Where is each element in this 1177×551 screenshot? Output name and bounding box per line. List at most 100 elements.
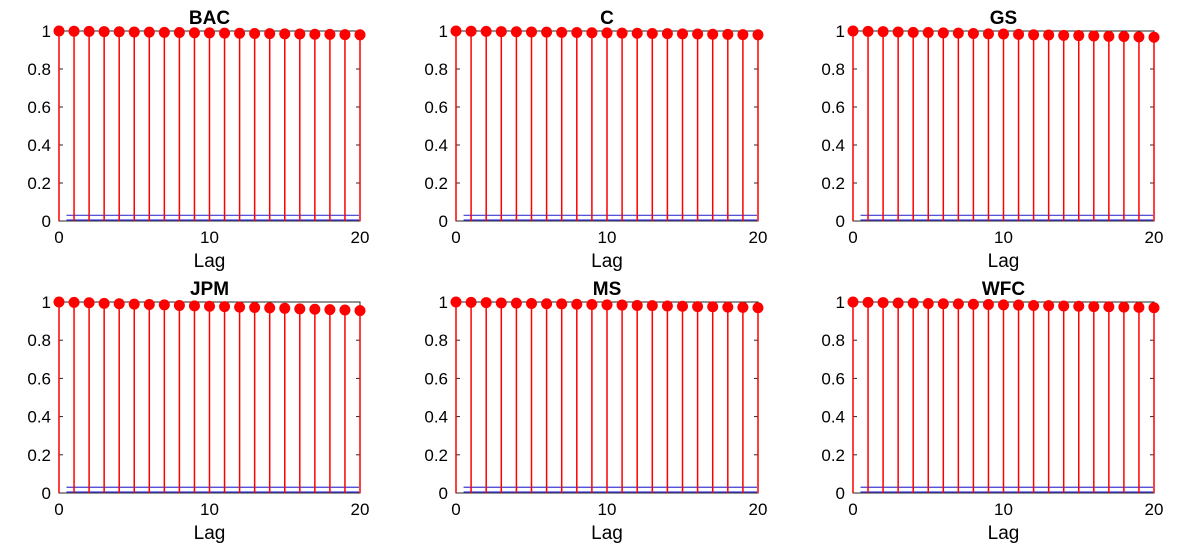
y-tick-label: 1 (836, 22, 845, 41)
acf-marker (616, 299, 628, 311)
acf-marker (294, 28, 306, 40)
acf-marker (339, 304, 351, 316)
y-tick-label: 0 (836, 484, 845, 503)
acf-marker (631, 299, 643, 311)
acf-marker (737, 29, 749, 41)
acf-marker (173, 299, 185, 311)
acf-marker (68, 296, 80, 308)
acf-marker (877, 26, 889, 38)
acf-marker (892, 297, 904, 309)
y-tick-label: 0.4 (27, 408, 51, 427)
acf-marker (354, 29, 366, 41)
x-axis-label: Lag (988, 523, 1020, 544)
acf-marker (128, 298, 140, 310)
x-tick-label: 0 (54, 228, 63, 247)
y-tick-label: 0 (439, 212, 448, 231)
acf-marker (1148, 302, 1160, 314)
acf-marker (98, 26, 110, 38)
y-tick-label: 1 (439, 293, 448, 312)
y-tick-label: 0.8 (424, 331, 448, 350)
acf-marker (922, 27, 934, 39)
y-tick-label: 0.2 (821, 174, 845, 193)
acf-marker (249, 27, 261, 39)
acf-marker (541, 298, 553, 310)
x-tick-label: 20 (1145, 500, 1164, 519)
acf-marker (752, 29, 764, 41)
subplot-title: C (600, 8, 614, 29)
acf-marker (450, 25, 462, 37)
y-tick-label: 0.4 (424, 408, 448, 427)
acf-marker (98, 297, 110, 309)
acf-marker (480, 297, 492, 309)
acf-marker (450, 296, 462, 308)
y-tick-label: 0.4 (424, 136, 448, 155)
y-tick-label: 0 (836, 212, 845, 231)
acf-marker (113, 26, 125, 38)
acf-marker (249, 302, 261, 314)
x-tick-label: 20 (1145, 228, 1164, 247)
acf-marker (722, 301, 734, 313)
acf-marker (677, 300, 688, 312)
subplot-title: BAC (189, 8, 230, 29)
acf-marker (510, 26, 522, 38)
acf-marker (1118, 31, 1130, 43)
y-tick-label: 0.2 (424, 174, 448, 193)
acf-marker (1148, 31, 1160, 43)
acf-marker (1058, 29, 1070, 41)
acf-marker (847, 296, 859, 308)
acf-marker (862, 25, 874, 37)
acf-marker (646, 27, 658, 39)
y-tick-label: 1 (42, 22, 51, 41)
acf-marker (309, 303, 321, 315)
acf-marker (877, 297, 889, 309)
acf-marker (510, 297, 522, 309)
x-axis-label: Lag (194, 523, 226, 544)
acf-marker (354, 305, 366, 317)
acf-marker (631, 27, 643, 39)
x-tick-label: 10 (200, 228, 219, 247)
acf-marker (1028, 299, 1040, 311)
acf-marker (1058, 300, 1070, 312)
subplot-title: WFC (982, 279, 1026, 300)
acf-marker (847, 25, 859, 37)
acf-marker (907, 297, 919, 309)
x-tick-label: 0 (848, 228, 857, 247)
acf-marker (173, 27, 185, 39)
x-tick-label: 20 (351, 500, 370, 519)
subplot-title: JPM (190, 279, 229, 300)
acf-marker (204, 300, 215, 312)
acf-marker (556, 298, 568, 310)
acf-marker (1073, 300, 1085, 312)
acf-marker (952, 27, 964, 39)
y-tick-label: 0 (42, 212, 51, 231)
x-tick-label: 10 (598, 500, 617, 519)
acf-marker (480, 25, 492, 37)
y-tick-label: 0.6 (821, 98, 845, 117)
acf-marker (83, 25, 95, 37)
acf-marker (707, 301, 719, 313)
acf-marker (53, 25, 65, 37)
acf-marker (922, 298, 934, 310)
acf-marker (264, 302, 276, 314)
acf-marker (586, 298, 598, 310)
subplot-title: MS (593, 279, 622, 300)
acf-marker (892, 26, 904, 38)
x-tick-label: 0 (848, 500, 857, 519)
y-tick-label: 0 (42, 484, 51, 503)
acf-marker (571, 27, 583, 39)
y-tick-label: 1 (439, 22, 448, 41)
acf-marker (68, 25, 80, 37)
acf-marker (967, 27, 979, 39)
acf-marker (128, 26, 140, 38)
y-tick-label: 1 (42, 293, 51, 312)
acf-marker (982, 298, 994, 310)
y-tick-label: 0.4 (821, 408, 845, 427)
acf-marker (339, 29, 351, 41)
x-axis-label: Lag (194, 251, 226, 272)
acf-marker (586, 27, 598, 39)
acf-marker (661, 28, 673, 40)
